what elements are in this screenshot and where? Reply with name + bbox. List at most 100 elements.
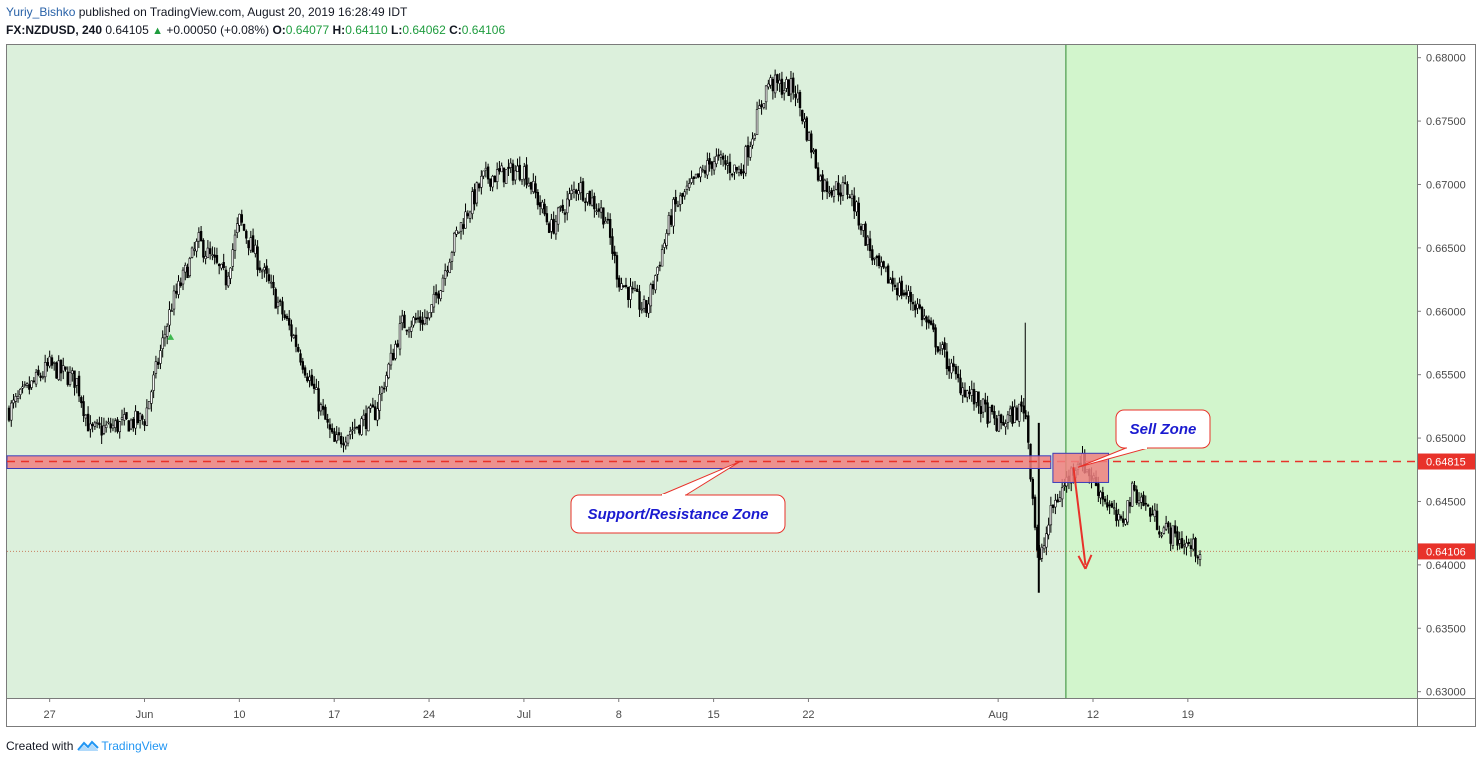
candle-body (269, 281, 273, 284)
candle-body (758, 105, 761, 109)
candle-body (543, 203, 546, 215)
projection-zone (1065, 45, 1417, 698)
candle-body (726, 163, 729, 166)
candle-body (929, 320, 933, 325)
candle-body (217, 263, 221, 267)
candle-body (240, 214, 243, 223)
candle-body (509, 162, 512, 168)
candle-body (579, 182, 582, 194)
candle-body (1164, 523, 1168, 530)
candle-body (290, 324, 293, 337)
candle-body (837, 182, 840, 196)
candles (7, 69, 1202, 593)
candle-body (841, 182, 845, 196)
candle-body (373, 406, 377, 420)
candle-body (514, 170, 517, 181)
candle-body (905, 292, 908, 296)
x-tick-label: 17 (328, 709, 340, 721)
resistance-price-tag-bg (1418, 453, 1475, 470)
candle-body (229, 267, 232, 279)
candle-body (1047, 524, 1050, 536)
candle-body (999, 414, 1003, 424)
tradingview-brand[interactable]: TradingView (101, 739, 168, 753)
candle-body (64, 366, 67, 370)
candle-body (450, 252, 454, 262)
candle-body (1115, 509, 1118, 522)
candle-body (462, 224, 465, 229)
candle-body (523, 166, 526, 180)
candle-body (857, 202, 860, 226)
candle-body (1151, 513, 1154, 516)
candle-body (834, 181, 838, 190)
candle-body (340, 436, 343, 445)
candle-body (330, 428, 334, 433)
candle-body (1155, 510, 1159, 530)
candle-body (1162, 527, 1166, 534)
candle-body (464, 211, 467, 229)
candle-body (1020, 401, 1023, 407)
candle-body (168, 309, 171, 326)
candle-body (265, 265, 268, 274)
candle-body (647, 303, 650, 314)
candle-body (880, 261, 883, 267)
candle-body (945, 351, 949, 370)
candle-body (848, 196, 851, 199)
candle-body (963, 389, 967, 398)
x-tick-label: 22 (802, 709, 814, 721)
candle-body (378, 394, 381, 411)
candle-body (43, 362, 47, 378)
candle-body (14, 396, 17, 402)
candle-body (1106, 502, 1109, 508)
candle-body (46, 362, 49, 366)
candle-body (197, 232, 201, 242)
candle-body (590, 197, 594, 206)
candle-body (604, 220, 607, 224)
candle-body (195, 241, 198, 252)
candle-body (48, 356, 51, 367)
candle-body (566, 198, 569, 214)
candle-body (995, 418, 998, 431)
tradingview-logo-icon (77, 740, 100, 751)
candle-body (75, 378, 79, 386)
candle-body (789, 78, 793, 95)
signal-marker-icon (167, 333, 175, 340)
candle-body (631, 287, 634, 290)
candle-body (41, 376, 45, 378)
candle-body (93, 422, 97, 427)
candle-body (39, 375, 42, 378)
candle-body (150, 391, 153, 404)
candle-body (972, 388, 976, 405)
candle-body (773, 74, 777, 94)
candle-body (328, 424, 332, 430)
candle-body (486, 166, 490, 180)
candle-body (769, 77, 772, 86)
candle-body (394, 344, 397, 359)
candle-body (624, 284, 628, 287)
candle-body (276, 301, 280, 308)
candle-body (721, 155, 725, 160)
candle-body (455, 230, 458, 235)
candle-body (466, 213, 469, 217)
candle-body (816, 167, 820, 181)
candle-body (862, 224, 865, 231)
candle-body (988, 406, 992, 423)
candle-body (602, 207, 605, 225)
candle-body (256, 246, 259, 270)
candle-body (353, 427, 356, 429)
candle-body (416, 317, 420, 320)
candle-body (749, 146, 752, 158)
candle-body (776, 74, 779, 83)
candle-body (134, 410, 137, 429)
candle-body (1196, 556, 1199, 559)
candle-body (932, 323, 935, 330)
author-link[interactable]: Yuriy_Bishko (6, 5, 76, 19)
candle-body (371, 404, 375, 408)
close-value: 0.64106 (461, 23, 506, 37)
candle-body (839, 192, 842, 197)
candle-body (477, 183, 481, 189)
candle-body (16, 395, 20, 399)
candle-body (699, 167, 702, 178)
candle-body (37, 369, 40, 376)
candle-body (622, 285, 625, 287)
